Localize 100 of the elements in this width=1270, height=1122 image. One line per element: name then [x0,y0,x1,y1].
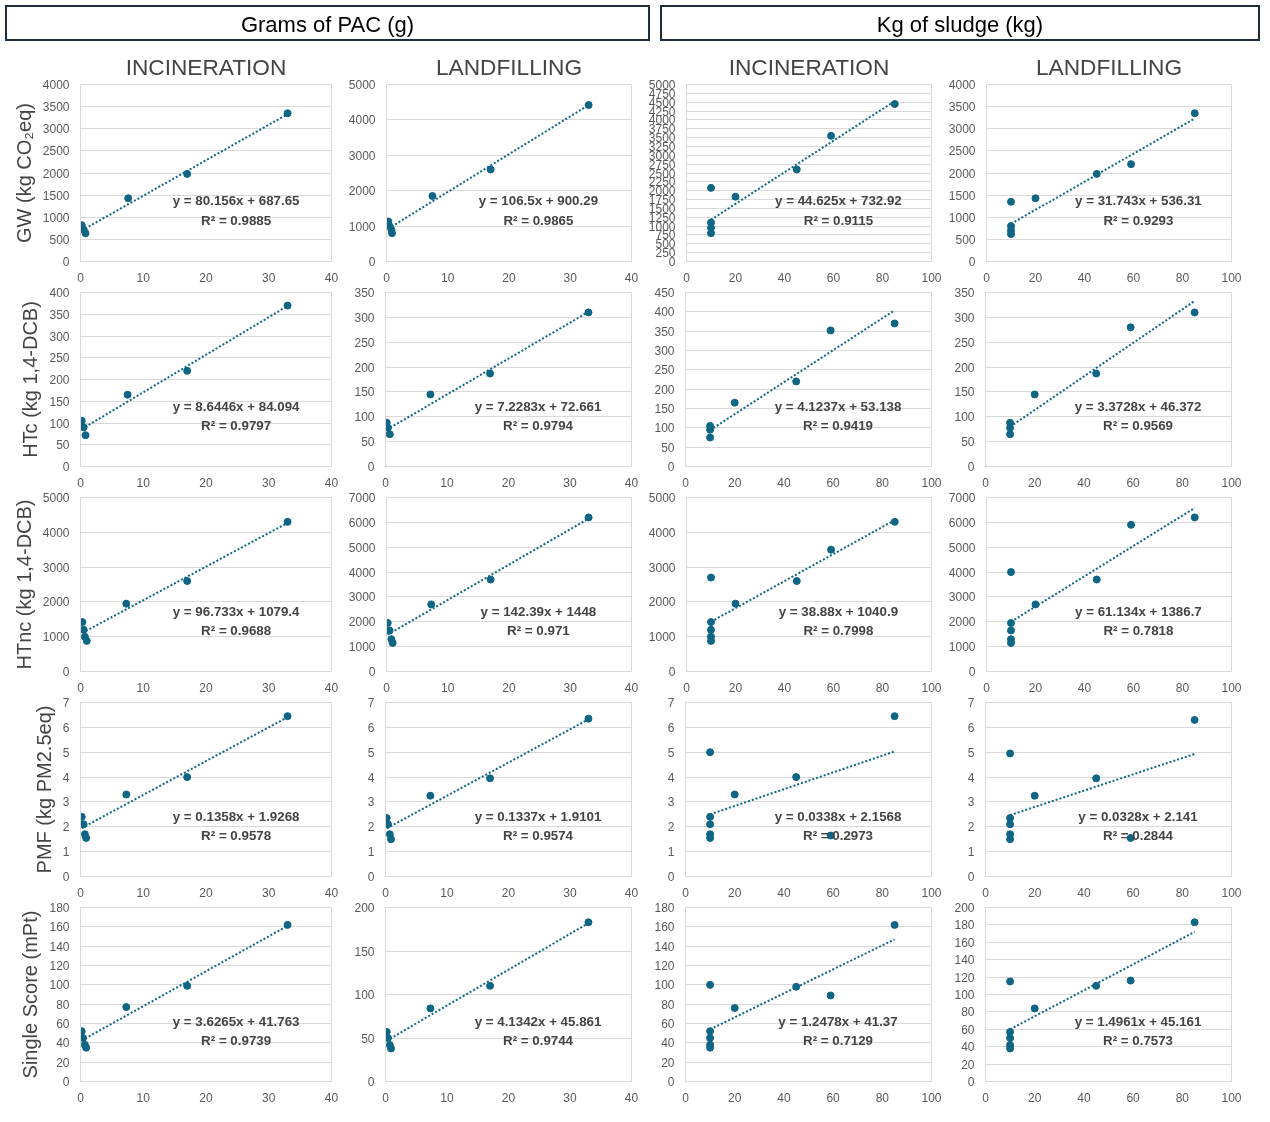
y-tick-label: 0 [667,460,675,474]
y-tick-label: 0 [968,255,976,269]
y-tick-label: 3000 [42,122,70,137]
chart-title: INCINERATION [728,53,890,80]
x-tick-label: 20 [501,885,516,900]
x-tick-label: 0 [683,270,691,285]
annotation: y = 4.1237x + 53.138 [774,399,902,415]
y-tick-label: 400 [654,305,675,320]
x-tick-label: 30 [262,475,276,490]
y-tick-label: 5 [667,745,675,760]
y-tick-label: 2000 [948,615,976,630]
y-tick-label: 100 [654,978,675,993]
y-tick-label: 3000 [348,148,376,163]
y-tick-label: 5 [62,745,70,760]
y-tick-label: 2000 [348,615,376,630]
x-tick-label: 0 [383,270,391,285]
annotation: R² = 0.9865 [503,212,574,228]
y-tick-label: 2000 [348,184,376,199]
x-tick-label: 0 [382,475,390,490]
x-tick-label: 30 [563,475,577,490]
annotation: y = 1.2478x + 41.37 [778,1014,898,1030]
x-tick-label: 60 [826,270,841,285]
y-tick-label: 3000 [348,590,376,605]
annotation: y = 0.1358x + 1.9268 [172,809,300,825]
x-tick-label: 10 [440,475,454,490]
x-tick-label: 0 [683,680,691,695]
x-tick-label: 10 [136,1090,151,1105]
y-tick-label: 40 [56,1036,70,1051]
x-tick-label: 80 [875,680,890,695]
x-tick-label: 40 [324,270,339,285]
y-tick-label: 140 [954,953,975,968]
x-tick-label: 40 [324,475,339,490]
y-axis-title: PMF (kg PM2.5eq) [32,705,55,874]
x-tick-label: 40 [324,885,339,900]
annotation: R² = 0.7818 [1103,623,1174,639]
y-tick-label: 100 [654,421,675,436]
y-tick-label: 40 [661,1036,675,1051]
annotation: R² = 0.9797 [201,418,272,434]
y-tick-label: 0 [667,1075,675,1089]
y-tick-label: 3500 [948,100,976,115]
annotation: y = 3.6265x + 41.763 [172,1014,300,1030]
x-tick-label: 0 [682,1090,690,1105]
y-tick-label: 3000 [42,560,70,575]
y-axis-title: HTnc (kg 1,4-DCB) [12,499,35,670]
annotation: R² = 0.9688 [201,623,272,639]
y-tick-label: 0 [968,665,976,679]
y-tick-label: 7 [367,696,375,710]
x-tick-label: 40 [1077,270,1092,285]
y-tick-label: 150 [354,385,375,400]
x-tick-label: 20 [728,270,743,285]
x-tick-label: 20 [1028,680,1043,695]
y-tick-label: 7 [667,696,675,710]
x-tick-label: 80 [1175,680,1190,695]
x-tick-label: 10 [136,680,151,695]
x-tick-label: 0 [382,1090,390,1105]
y-tick-label: 350 [954,286,975,300]
y-tick-label: 6000 [948,515,976,530]
text: Grams of PAC (g) [240,11,415,39]
x-tick-label: 60 [1126,885,1141,900]
x-tick-label: 60 [1126,1090,1141,1105]
y-tick-label: 120 [654,959,675,973]
y-tick-label: 0 [368,255,376,269]
y-tick-label: 140 [654,939,675,954]
y-tick-label: 4 [667,770,675,785]
annotation: R² = 0.9739 [201,1033,272,1049]
x-tick-label: 30 [563,885,577,900]
x-tick-label: 30 [563,270,578,285]
x-tick-label: 10 [441,270,455,285]
y-tick-label: 100 [49,978,70,993]
annotation: R² = 0.9115 [803,212,874,228]
x-tick-label: 10 [440,885,454,900]
x-tick-label: 30 [563,680,578,695]
x-tick-label: 20 [199,1090,213,1105]
y-tick-label: 1 [367,845,375,860]
annotation: y = 80.156x + 687.65 [172,193,301,209]
y-tick-label: 4 [967,770,975,785]
annotation: y = 38.88x + 1040.9 [778,604,899,620]
y-tick-label: 7000 [348,491,376,505]
annotation: R² = 0.7573 [1103,1033,1174,1049]
y-tick-label: 0 [368,665,376,679]
x-tick-label: 40 [1077,680,1092,695]
y-tick-label: 150 [49,394,70,409]
y-tick-label: 2 [967,820,975,835]
x-tick-label: 80 [875,270,890,285]
y-tick-label: 3000 [948,590,976,605]
y-tick-label: 350 [354,286,375,300]
annotation: R² = 0.9569 [1103,418,1174,434]
chart-title: INCINERATION [125,53,287,80]
y-tick-label: 4000 [348,113,376,128]
y-axis-title: Single Score (mPt) [19,910,42,1079]
y-tick-label: 300 [354,310,375,325]
y-tick-label: 250 [49,351,70,366]
x-tick-label: 0 [682,475,690,490]
x-tick-label: 20 [199,885,213,900]
x-tick-label: 100 [1221,1090,1242,1105]
y-tick-label: 180 [49,901,70,915]
x-tick-label: 0 [983,270,991,285]
y-tick-label: 7000 [948,491,976,505]
y-tick-label: 6 [62,720,70,735]
x-tick-label: 40 [777,1090,791,1105]
